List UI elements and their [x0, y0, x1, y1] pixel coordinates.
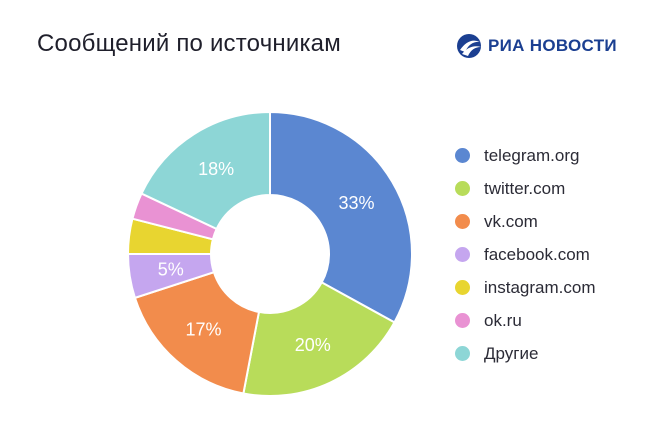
slice-label-facebook.com: 5%	[158, 260, 184, 280]
slice-label-telegram.org: 33%	[338, 193, 374, 213]
legend-item-vk.com[interactable]: vk.com	[455, 205, 595, 238]
legend-item-twitter.com[interactable]: twitter.com	[455, 172, 595, 205]
legend-item-facebook.com[interactable]: facebook.com	[455, 238, 595, 271]
legend-swatch	[455, 247, 470, 262]
legend-swatch	[455, 280, 470, 295]
chart-legend: telegram.org twitter.com vk.com facebook.co…	[455, 139, 595, 370]
legend-item-ok.ru[interactable]: ok.ru	[455, 304, 595, 337]
legend-label: telegram.org	[484, 145, 580, 165]
legend-label: Другие	[484, 343, 539, 363]
chart-title: Сообщений по источникам	[37, 30, 341, 57]
logo-text: РИА НОВОСТИ	[488, 36, 617, 55]
slice-vk.com[interactable]	[133, 270, 261, 395]
ria-novosti-logo-icon	[457, 34, 481, 58]
legend-item-telegram.org[interactable]: telegram.org	[455, 139, 595, 172]
slice-label-twitter.com: 20%	[295, 335, 331, 355]
legend-label: instagram.com	[484, 277, 596, 297]
slice-twitter.com[interactable]	[242, 281, 396, 397]
legend-label: twitter.com	[484, 178, 566, 198]
legend-item-instagram.com[interactable]: instagram.com	[455, 271, 595, 304]
slice-label-vk.com: 17%	[186, 319, 222, 339]
legend-swatch	[455, 148, 470, 163]
legend-label: facebook.com	[484, 244, 590, 264]
legend-label: ok.ru	[484, 310, 522, 330]
legend-swatch	[455, 313, 470, 328]
slice-Другие[interactable]	[140, 110, 271, 231]
slice-label-Другие: 18%	[198, 159, 234, 179]
legend-item-Другие[interactable]: Другие	[455, 337, 595, 370]
legend-swatch	[455, 181, 470, 196]
ria-novosti-logo: РИА НОВОСТИ	[456, 33, 617, 59]
legend-swatch	[455, 346, 470, 361]
legend-label: vk.com	[484, 211, 538, 231]
legend-swatch	[455, 214, 470, 229]
slice-telegram.org[interactable]	[269, 110, 413, 324]
